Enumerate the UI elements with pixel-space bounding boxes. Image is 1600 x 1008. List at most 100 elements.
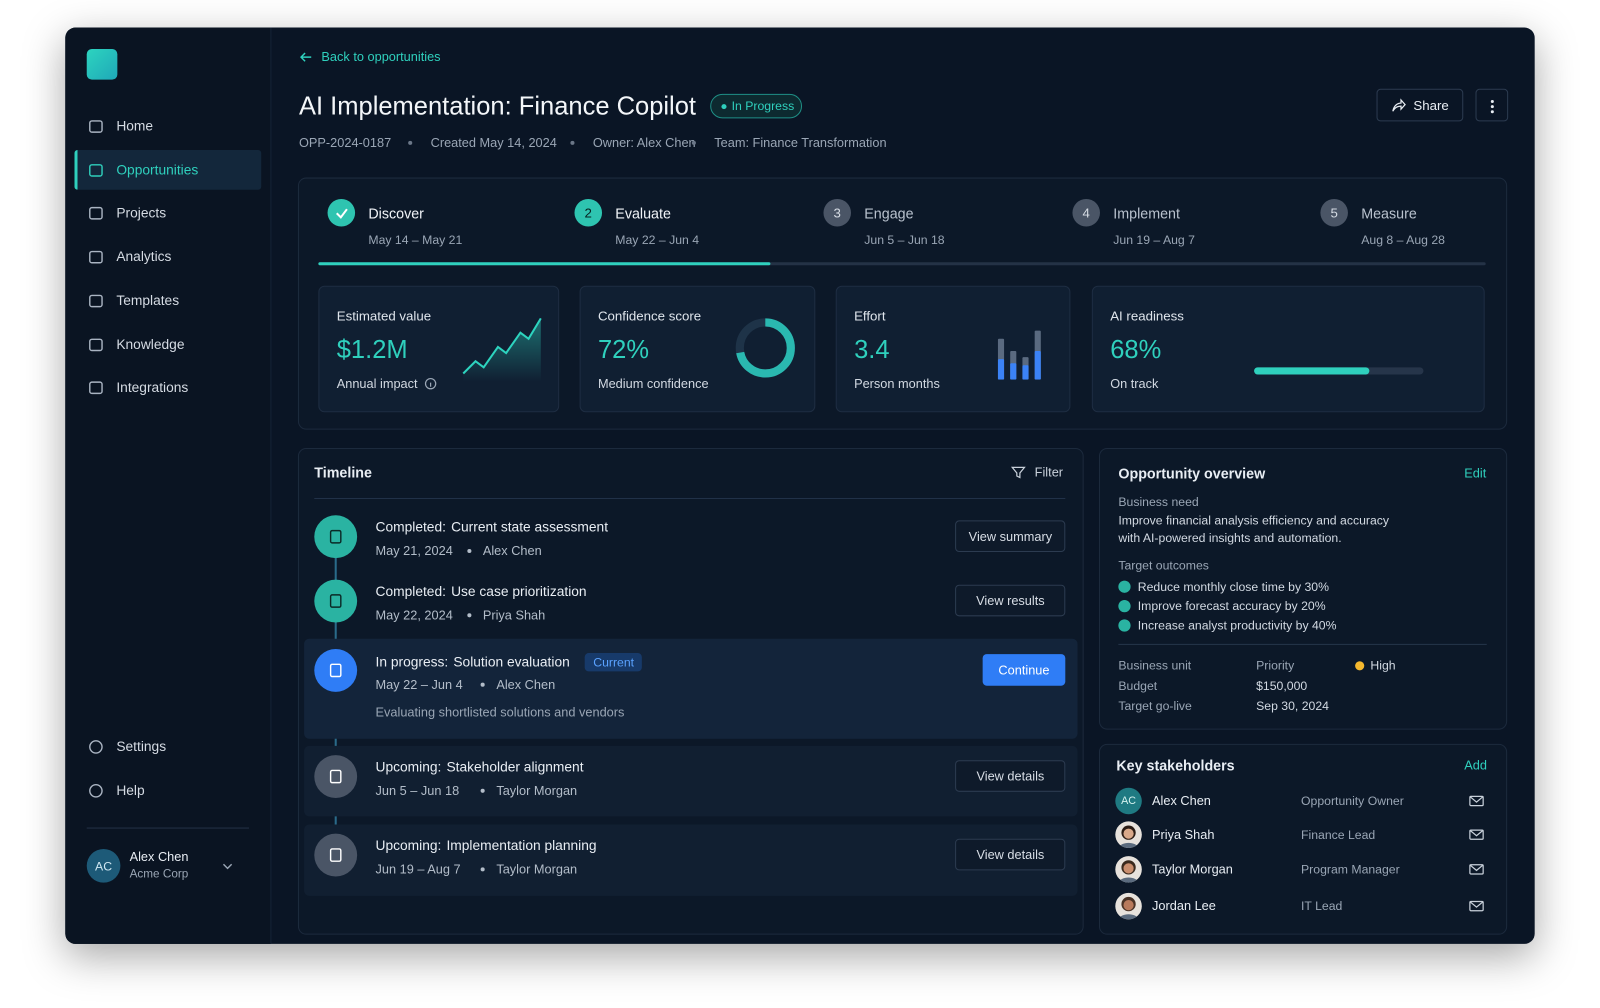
share-icon [1392,97,1407,112]
stakeholder-avatar [1115,856,1142,883]
nav-item[interactable]: Templates [116,292,180,308]
donut-arc [735,318,795,378]
sidebar-divider [86,827,249,829]
icon [1010,466,1026,479]
timeline-icon [329,848,342,862]
filter-button[interactable]: Filter [1034,465,1064,480]
add-link[interactable]: Add [1464,758,1487,773]
separator-dot [481,682,486,687]
stage-marker: 5 [1320,198,1348,227]
status-dot [721,103,727,109]
timeline-person: Priya Shah [482,608,546,623]
timeline-item-title: Use case prioritization [451,583,587,599]
stage-marker: 3 [823,198,852,227]
nav-item[interactable]: Home [116,118,154,134]
meta-item: Team: Finance Transformation [714,135,887,150]
icon[interactable] [1468,827,1484,843]
timeline-marker [314,755,358,798]
stage-marker: 2 [574,198,603,227]
metric-caption: Person months [854,376,940,391]
nav-item[interactable]: Integrations [116,379,189,396]
metric-label: AI readiness [1110,308,1184,324]
nav-active-bg [74,149,262,190]
timeline-date: May 22, 2024 [375,608,453,623]
primary-button[interactable]: Continue [982,654,1066,686]
meta-item: Owner: Alex Chen [592,135,696,150]
separator-dot [481,788,486,793]
metric-card [1091,285,1485,413]
timeline-person: Taylor Morgan [496,783,578,798]
overview-cell: Business unit [1118,658,1192,673]
timeline-icon [329,663,342,678]
check-icon [335,208,348,219]
stakeholders-title: Key stakeholders [1116,757,1235,774]
timeline-row-bg [304,824,1078,896]
button[interactable]: View details [955,838,1066,871]
metric-caption: Medium confidence [597,376,709,391]
timeline-title-row: Completed: Use case prioritization [376,584,587,600]
check-icon [1118,619,1131,632]
stakeholder-role: Opportunity Owner [1301,793,1404,809]
outcome: Reduce monthly close time by 30% [1137,579,1330,594]
stage-marker: 4 [1072,198,1100,227]
timeline-date: Jun 5 – Jun 18 [375,783,460,798]
separator-dot [467,613,472,618]
icon[interactable] [1468,898,1484,914]
stage-dates: May 22 – Jun 4 [615,232,700,247]
nav-item[interactable]: Help [116,782,145,798]
metric-label: Estimated value [336,308,432,324]
edit-link[interactable]: Edit [1464,466,1487,481]
nav-item[interactable]: Analytics [116,249,172,265]
nav-item[interactable]: Opportunities [116,161,199,178]
icon [89,207,103,220]
icon [89,783,103,798]
icon[interactable] [1468,793,1484,809]
page-title: AI Implementation: Finance Copilot [298,91,697,121]
stage-dates: Aug 8 – Aug 28 [1361,232,1445,247]
need-text: Improve financial analysis efficiency an… [1118,513,1390,545]
button[interactable]: View results [955,584,1066,617]
status-text: In Progress [731,98,795,114]
more-dot [1490,105,1494,109]
stage-dates: May 14 – May 21 [368,232,463,247]
timeline-marker [314,648,358,692]
confidence-donut [735,318,795,378]
user-name: Alex Chen [129,849,189,865]
stakeholder-name: Jordan Lee [1152,898,1216,914]
avatar-photo [1118,896,1139,920]
stage-name: Implement [1113,205,1180,222]
stakeholder-avatar [1115,821,1142,848]
icon [300,52,312,62]
avatar-photo [1118,860,1139,883]
stage-progress [318,262,771,266]
icon [89,740,103,754]
timeline-status: Upcoming: [375,837,442,854]
stage-name: Discover [368,205,424,222]
share-button[interactable]: Share [1376,88,1464,122]
icon[interactable] [1468,861,1484,877]
timeline-person: Alex Chen [482,543,542,559]
overview-cell: High [1370,658,1396,673]
timeline-item-title: Implementation planning [446,837,597,854]
timeline-icon [329,594,342,608]
back-link[interactable]: Back to opportunities [321,49,441,65]
nav-item[interactable]: Projects [116,205,167,221]
meta-item: OPP-2024-0187 [298,135,392,150]
stakeholders-panel [1098,743,1508,935]
icon [424,377,437,390]
more-button[interactable] [1475,88,1509,122]
stage-name: Engage [864,205,914,222]
status-badge: In Progress [710,93,803,119]
metric-value: 3.4 [854,335,890,365]
nav-item[interactable]: Knowledge [116,336,185,352]
metric-card [835,285,1071,413]
icon [89,294,103,308]
nav-item[interactable]: Settings [116,738,167,755]
outcome: Improve forecast accuracy by 20% [1137,598,1326,614]
button[interactable]: View details [955,760,1066,792]
timeline-status: Upcoming: [375,759,442,775]
check-icon [1118,580,1131,593]
button[interactable]: View summary [955,520,1066,553]
